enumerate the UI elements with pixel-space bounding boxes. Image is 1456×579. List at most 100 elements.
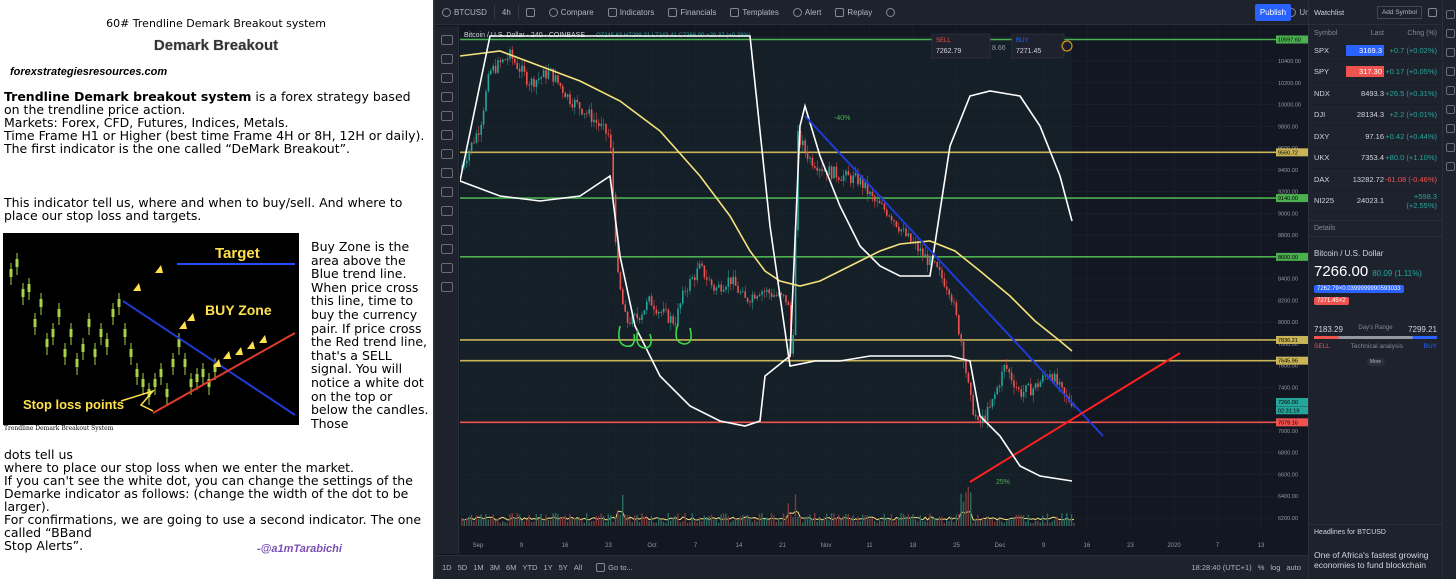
alerts-icon[interactable]	[1446, 29, 1455, 38]
eye-icon[interactable]	[440, 263, 453, 273]
headlines-header[interactable]: Headlines for BTCUSD	[1309, 524, 1443, 540]
templates-button[interactable]: Templates	[723, 0, 785, 25]
headline-item[interactable]: One of Africa's fastest growing economie…	[1314, 550, 1429, 570]
timeframe-ytd[interactable]: YTD	[522, 563, 538, 572]
timeframe-5d[interactable]: 5D	[457, 563, 468, 572]
watchlist-columns: Symbol Last Chng (%)	[1309, 25, 1442, 40]
price-tag-bg	[1276, 398, 1308, 407]
pct-annotation-top: -40%	[834, 115, 850, 122]
compare-button[interactable]: Compare	[542, 0, 601, 25]
volume-bars	[461, 486, 1075, 526]
watchlist-row[interactable]: SPY 317.30 +0.17 (+0.05%)	[1309, 62, 1442, 83]
ta-sell: SELL	[1314, 343, 1330, 350]
list-icon[interactable]	[1428, 7, 1437, 17]
sell-label[interactable]: SELL	[936, 38, 951, 44]
goto-button[interactable]: Go to...	[593, 563, 636, 572]
price-tag-bg	[1276, 194, 1308, 203]
log-toggle[interactable]: log	[1270, 563, 1281, 572]
trendline-icon[interactable]	[440, 54, 453, 64]
price-tick: 9400.00	[1278, 168, 1298, 174]
buy-label[interactable]: BUY	[1016, 38, 1028, 44]
price-chart[interactable]: -40% 25% Bitcoin / U.S. Dollar · 240 · C…	[460, 26, 1308, 555]
zoom-icon[interactable]	[440, 206, 453, 216]
timeframe-all[interactable]: All	[573, 563, 583, 572]
trash-icon[interactable]	[440, 282, 453, 292]
percent-toggle[interactable]: %	[1257, 563, 1265, 572]
compare-label: Compare	[560, 7, 594, 17]
watchlist-row[interactable]: NI225 24023.1 +598.3 (+2.55%)	[1309, 191, 1442, 212]
interval-button[interactable]: 4h	[501, 7, 511, 17]
markets-line: Markets: Forex, CFD, Futures, Indices, M…	[4, 115, 289, 130]
continuation-line-5: Stop Alerts”.	[4, 538, 84, 553]
watchlist-title[interactable]: Watchlist	[1314, 7, 1345, 17]
streams-icon[interactable]	[1446, 124, 1455, 133]
continuation-line-2: where to place our stop loss when we ent…	[4, 460, 355, 475]
price-tag-bg	[1276, 406, 1308, 415]
financials-button[interactable]: Financials	[661, 0, 723, 25]
timeframe-1y[interactable]: 1Y	[543, 563, 553, 572]
replay-button[interactable]: Replay	[828, 0, 879, 25]
details-header[interactable]: Details	[1309, 220, 1442, 237]
lock-icon[interactable]	[440, 244, 453, 254]
watchlist-row[interactable]: DJI 28134.3 +2.2 (+0.01%)	[1309, 105, 1442, 126]
watchlist-row[interactable]: UKX 7353.4 +80.0 (+1.10%)	[1309, 148, 1442, 169]
add-symbol-button[interactable]: Add Symbol	[1376, 5, 1422, 19]
chart-type-button[interactable]	[519, 0, 542, 25]
chat-icon[interactable]	[1446, 143, 1455, 152]
price-tag-label: 7079.16	[1278, 420, 1298, 426]
ideas-icon[interactable]	[1446, 105, 1455, 114]
watchlist-row[interactable]: DAX 13282.72 -61.08 (-0.46%)	[1309, 169, 1442, 191]
date-tick: Sep	[473, 543, 484, 549]
ask-pill: 7271.45×2	[1314, 297, 1349, 305]
watchlist-row[interactable]: DXY 97.16 +0.42 (+0.44%)	[1309, 126, 1442, 148]
watchlist-change: +80.0 (+1.10%)	[1385, 153, 1437, 163]
calendar-icon[interactable]	[1446, 86, 1455, 95]
watchlist-icon[interactable]	[1446, 10, 1455, 19]
timeframe-1d[interactable]: 1D	[442, 563, 452, 572]
text-icon[interactable]	[440, 111, 453, 121]
watchlist-change: +0.17 (+0.05%)	[1385, 67, 1437, 77]
col-symbol[interactable]: Symbol	[1314, 30, 1338, 37]
undo-button[interactable]	[879, 0, 902, 25]
watchlist-row[interactable]: NDX 8493.3 +26.5 (+0.31%)	[1309, 83, 1442, 105]
crosshair-icon[interactable]	[440, 35, 453, 45]
timeframe-3m[interactable]: 3M	[489, 563, 501, 572]
clock[interactable]: 18:28:40 (UTC+1)	[1191, 563, 1252, 572]
col-last[interactable]: Last	[1370, 30, 1384, 37]
info-icon[interactable]	[1061, 40, 1073, 52]
date-tick: 16	[1084, 543, 1091, 549]
ta-label[interactable]: Technical analysis	[1350, 343, 1403, 350]
data-window-icon[interactable]	[1446, 48, 1455, 57]
indicators-icon	[607, 7, 617, 17]
pattern-icon[interactable]	[440, 130, 453, 140]
right-sidebar	[1442, 0, 1456, 579]
brush-icon[interactable]	[440, 92, 453, 102]
more-button[interactable]: More	[1366, 358, 1385, 366]
date-tick: 9	[520, 543, 524, 549]
col-change[interactable]: Chng (%)	[1407, 30, 1437, 37]
shapes-icon[interactable]	[440, 168, 453, 178]
buy-price[interactable]: 7271.45	[1016, 48, 1041, 55]
plus-circle-icon	[548, 7, 558, 17]
continuation-line-4: For confirmations, we are going to use a…	[4, 512, 422, 540]
prediction-icon[interactable]	[440, 149, 453, 159]
price-tick: 7000.00	[1278, 429, 1298, 435]
magnet-icon[interactable]	[440, 225, 453, 235]
timeframe-5y[interactable]: 5Y	[558, 563, 568, 572]
hotlist-icon[interactable]	[1446, 67, 1455, 76]
publish-button[interactable]: Publish	[1255, 4, 1291, 21]
notifications-icon[interactable]	[1446, 162, 1455, 171]
timeframe-1m[interactable]: 1M	[473, 563, 484, 572]
sell-price[interactable]: 7262.79	[936, 48, 961, 55]
timeframe-6m[interactable]: 6M	[506, 563, 517, 572]
date-axis[interactable]: Sep 9 16 23 Oct 7 14 21 Nov 11 18 25 Dec 9 16 23 2020 7 13	[473, 543, 1265, 549]
ruler-icon[interactable]	[440, 187, 453, 197]
auto-toggle[interactable]: auto	[1286, 563, 1301, 572]
fib-icon[interactable]	[440, 73, 453, 83]
price-tick: 8000.00	[1278, 320, 1298, 326]
indicators-button[interactable]: Indicators	[601, 0, 662, 25]
alert-button[interactable]: Alert	[786, 0, 828, 25]
symbol-search[interactable]: BTCUSD	[435, 0, 494, 25]
day-range-label: Day's Range	[1358, 325, 1393, 331]
watchlist-row[interactable]: SPX 3169.3 +0.7 (+0.02%)	[1309, 40, 1442, 62]
